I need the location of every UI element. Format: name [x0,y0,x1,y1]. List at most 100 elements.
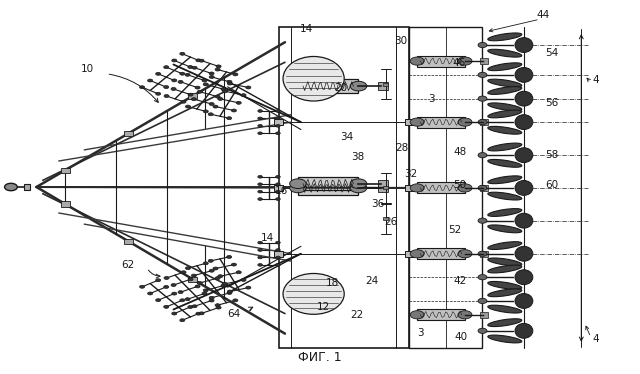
Ellipse shape [488,49,522,57]
Text: 30: 30 [394,37,408,46]
Text: 3: 3 [428,94,435,104]
Circle shape [478,275,487,280]
Circle shape [171,88,176,91]
Circle shape [172,312,177,315]
Text: 64: 64 [227,309,241,319]
Text: 4: 4 [592,334,598,344]
Circle shape [258,117,262,120]
Circle shape [216,306,221,309]
Ellipse shape [488,258,522,266]
Bar [480,185,488,191]
Text: 14: 14 [300,24,312,34]
Text: 40: 40 [455,332,468,342]
Circle shape [156,279,161,282]
Ellipse shape [488,209,522,217]
Circle shape [241,94,246,96]
Text: 12: 12 [317,301,330,312]
Circle shape [196,59,201,62]
Circle shape [186,267,191,270]
Circle shape [191,98,196,101]
Bar [480,312,488,318]
Circle shape [185,298,190,301]
Circle shape [276,190,280,193]
Circle shape [171,283,176,286]
Circle shape [178,80,183,83]
Bar [278,27,409,349]
Circle shape [258,110,262,112]
Circle shape [227,82,232,85]
Circle shape [258,241,262,244]
Ellipse shape [488,143,522,151]
Circle shape [209,102,214,105]
Circle shape [181,271,186,274]
Text: 50: 50 [454,180,467,190]
Circle shape [258,190,262,193]
Circle shape [236,101,241,104]
Circle shape [258,175,262,178]
Circle shape [180,72,185,75]
Circle shape [221,88,226,91]
Circle shape [478,96,487,101]
Circle shape [290,179,306,188]
Circle shape [156,92,161,95]
Circle shape [276,117,280,120]
Ellipse shape [515,38,533,52]
Bar [188,94,197,99]
Ellipse shape [488,265,522,273]
Circle shape [276,110,280,112]
Circle shape [232,109,236,112]
Ellipse shape [515,181,533,195]
Ellipse shape [515,115,533,129]
Ellipse shape [488,335,522,343]
Text: 10: 10 [81,64,94,74]
Circle shape [204,289,208,292]
Text: 58: 58 [545,150,559,160]
Circle shape [233,73,238,76]
Circle shape [290,183,306,193]
Circle shape [276,198,280,200]
Circle shape [478,218,487,223]
Ellipse shape [488,225,522,233]
Circle shape [458,118,472,126]
Circle shape [148,79,153,82]
Circle shape [188,306,193,309]
Circle shape [199,59,204,62]
Circle shape [232,263,236,266]
Text: 22: 22 [350,310,364,320]
Bar [417,248,465,259]
Circle shape [410,57,424,65]
Circle shape [458,250,472,258]
Circle shape [164,95,169,98]
Circle shape [204,262,208,265]
Circle shape [172,79,177,82]
Circle shape [276,264,280,266]
Circle shape [221,284,226,287]
Ellipse shape [488,305,522,313]
Circle shape [227,291,232,294]
Text: 16: 16 [275,187,289,196]
Circle shape [164,285,169,288]
Circle shape [233,299,238,302]
Circle shape [215,95,220,98]
Circle shape [188,278,193,281]
Ellipse shape [515,270,533,285]
Circle shape [196,312,201,315]
Circle shape [213,105,218,108]
Circle shape [258,183,262,186]
Circle shape [191,274,196,277]
Circle shape [276,241,280,244]
Circle shape [276,183,280,186]
Bar [274,119,283,125]
Circle shape [215,277,220,280]
Circle shape [236,271,241,274]
Circle shape [246,86,251,89]
Text: 62: 62 [121,260,134,270]
Circle shape [478,72,487,77]
Bar [124,239,133,244]
Ellipse shape [488,103,522,111]
Bar [417,183,465,193]
Circle shape [188,93,193,96]
Circle shape [227,80,232,83]
Circle shape [197,90,202,93]
Circle shape [276,175,280,178]
